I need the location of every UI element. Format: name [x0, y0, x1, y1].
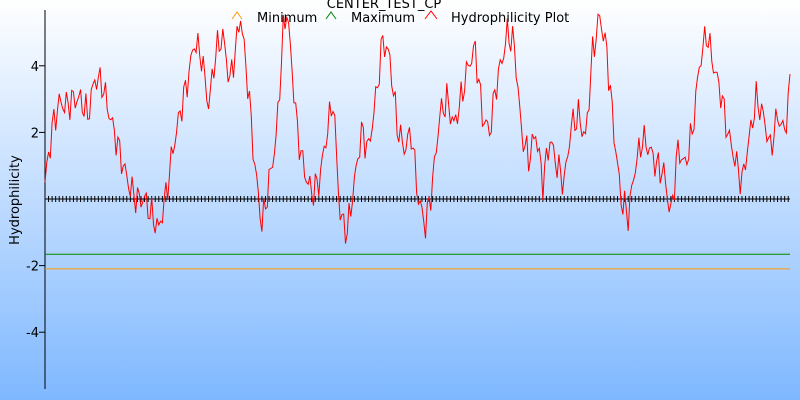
chart-legend: Minimum Maximum Hydrophilicity Plot	[231, 10, 569, 26]
legend-swatch-hydrophilicity-plot	[424, 10, 438, 20]
legend-swatch-maximum	[325, 11, 337, 20]
y-tick-label: 2	[31, 126, 39, 141]
chart-title: CENTER_TEST_CP	[327, 0, 442, 12]
series-line-hydrophilicity-plot	[44, 13, 791, 244]
legend-item-maximum: Maximum	[325, 11, 415, 26]
legend-label-maximum: Maximum	[351, 11, 415, 26]
legend-swatch-minimum	[231, 11, 243, 20]
y-tick-label: -4	[26, 326, 39, 341]
y-tick-label: -2	[26, 260, 39, 275]
y-axis-label: Hydrophilicity	[8, 155, 23, 245]
legend-label-hydrophilicity-plot: Hydrophilicity Plot	[451, 11, 569, 26]
legend-item-hydrophilicity-plot: Hydrophilicity Plot	[424, 10, 569, 26]
series-layer	[44, 13, 791, 270]
y-tick-label: 4	[31, 60, 39, 75]
